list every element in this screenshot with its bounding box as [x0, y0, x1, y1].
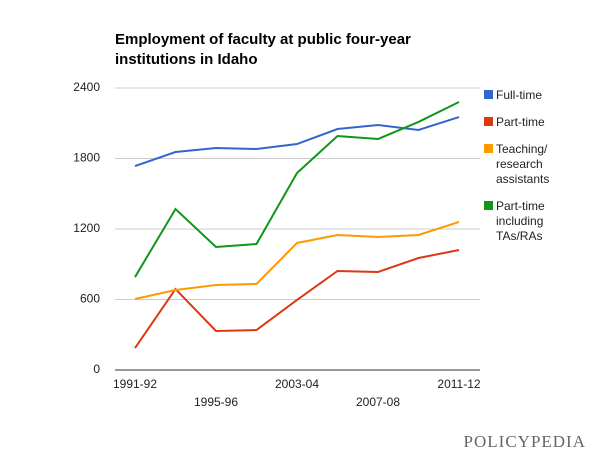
y-tick-label: 600 — [80, 292, 100, 306]
series-line — [134, 101, 460, 278]
x-tick-label: 1995-96 — [194, 395, 238, 409]
legend-label: Part-time including TAs/RAs — [496, 199, 545, 243]
legend-entry: Part-time — [484, 115, 574, 130]
series-line — [134, 249, 460, 349]
legend-entry: Teaching/ research assistants — [484, 142, 574, 187]
x-tick-label: 2007-08 — [356, 395, 400, 409]
legend-entry: Part-time including TAs/RAs — [484, 199, 574, 244]
y-tick-label: 0 — [93, 362, 100, 376]
legend-label: Teaching/ research assistants — [496, 142, 550, 186]
series-line — [134, 220, 460, 301]
legend-label: Full-time — [496, 88, 543, 102]
x-tick-label: 2011-12 — [437, 377, 480, 391]
logo: POLICYPEDIA — [463, 432, 586, 451]
y-tick-label: 2400 — [73, 80, 100, 94]
y-tick-label: 1800 — [73, 151, 100, 165]
legend-label: Part-time — [496, 115, 545, 129]
y-tick-label: 1200 — [73, 221, 100, 235]
legend-swatch — [484, 90, 493, 99]
legend-swatch — [484, 117, 493, 126]
legend-swatch — [484, 201, 493, 210]
chart-title: Employment of faculty at public four-yea… — [115, 31, 411, 68]
x-tick-label: 1991-92 — [113, 377, 157, 391]
legend-entry: Full-time — [484, 88, 574, 103]
x-tick-label: 2003-04 — [275, 377, 319, 391]
legend-swatch — [484, 144, 493, 153]
